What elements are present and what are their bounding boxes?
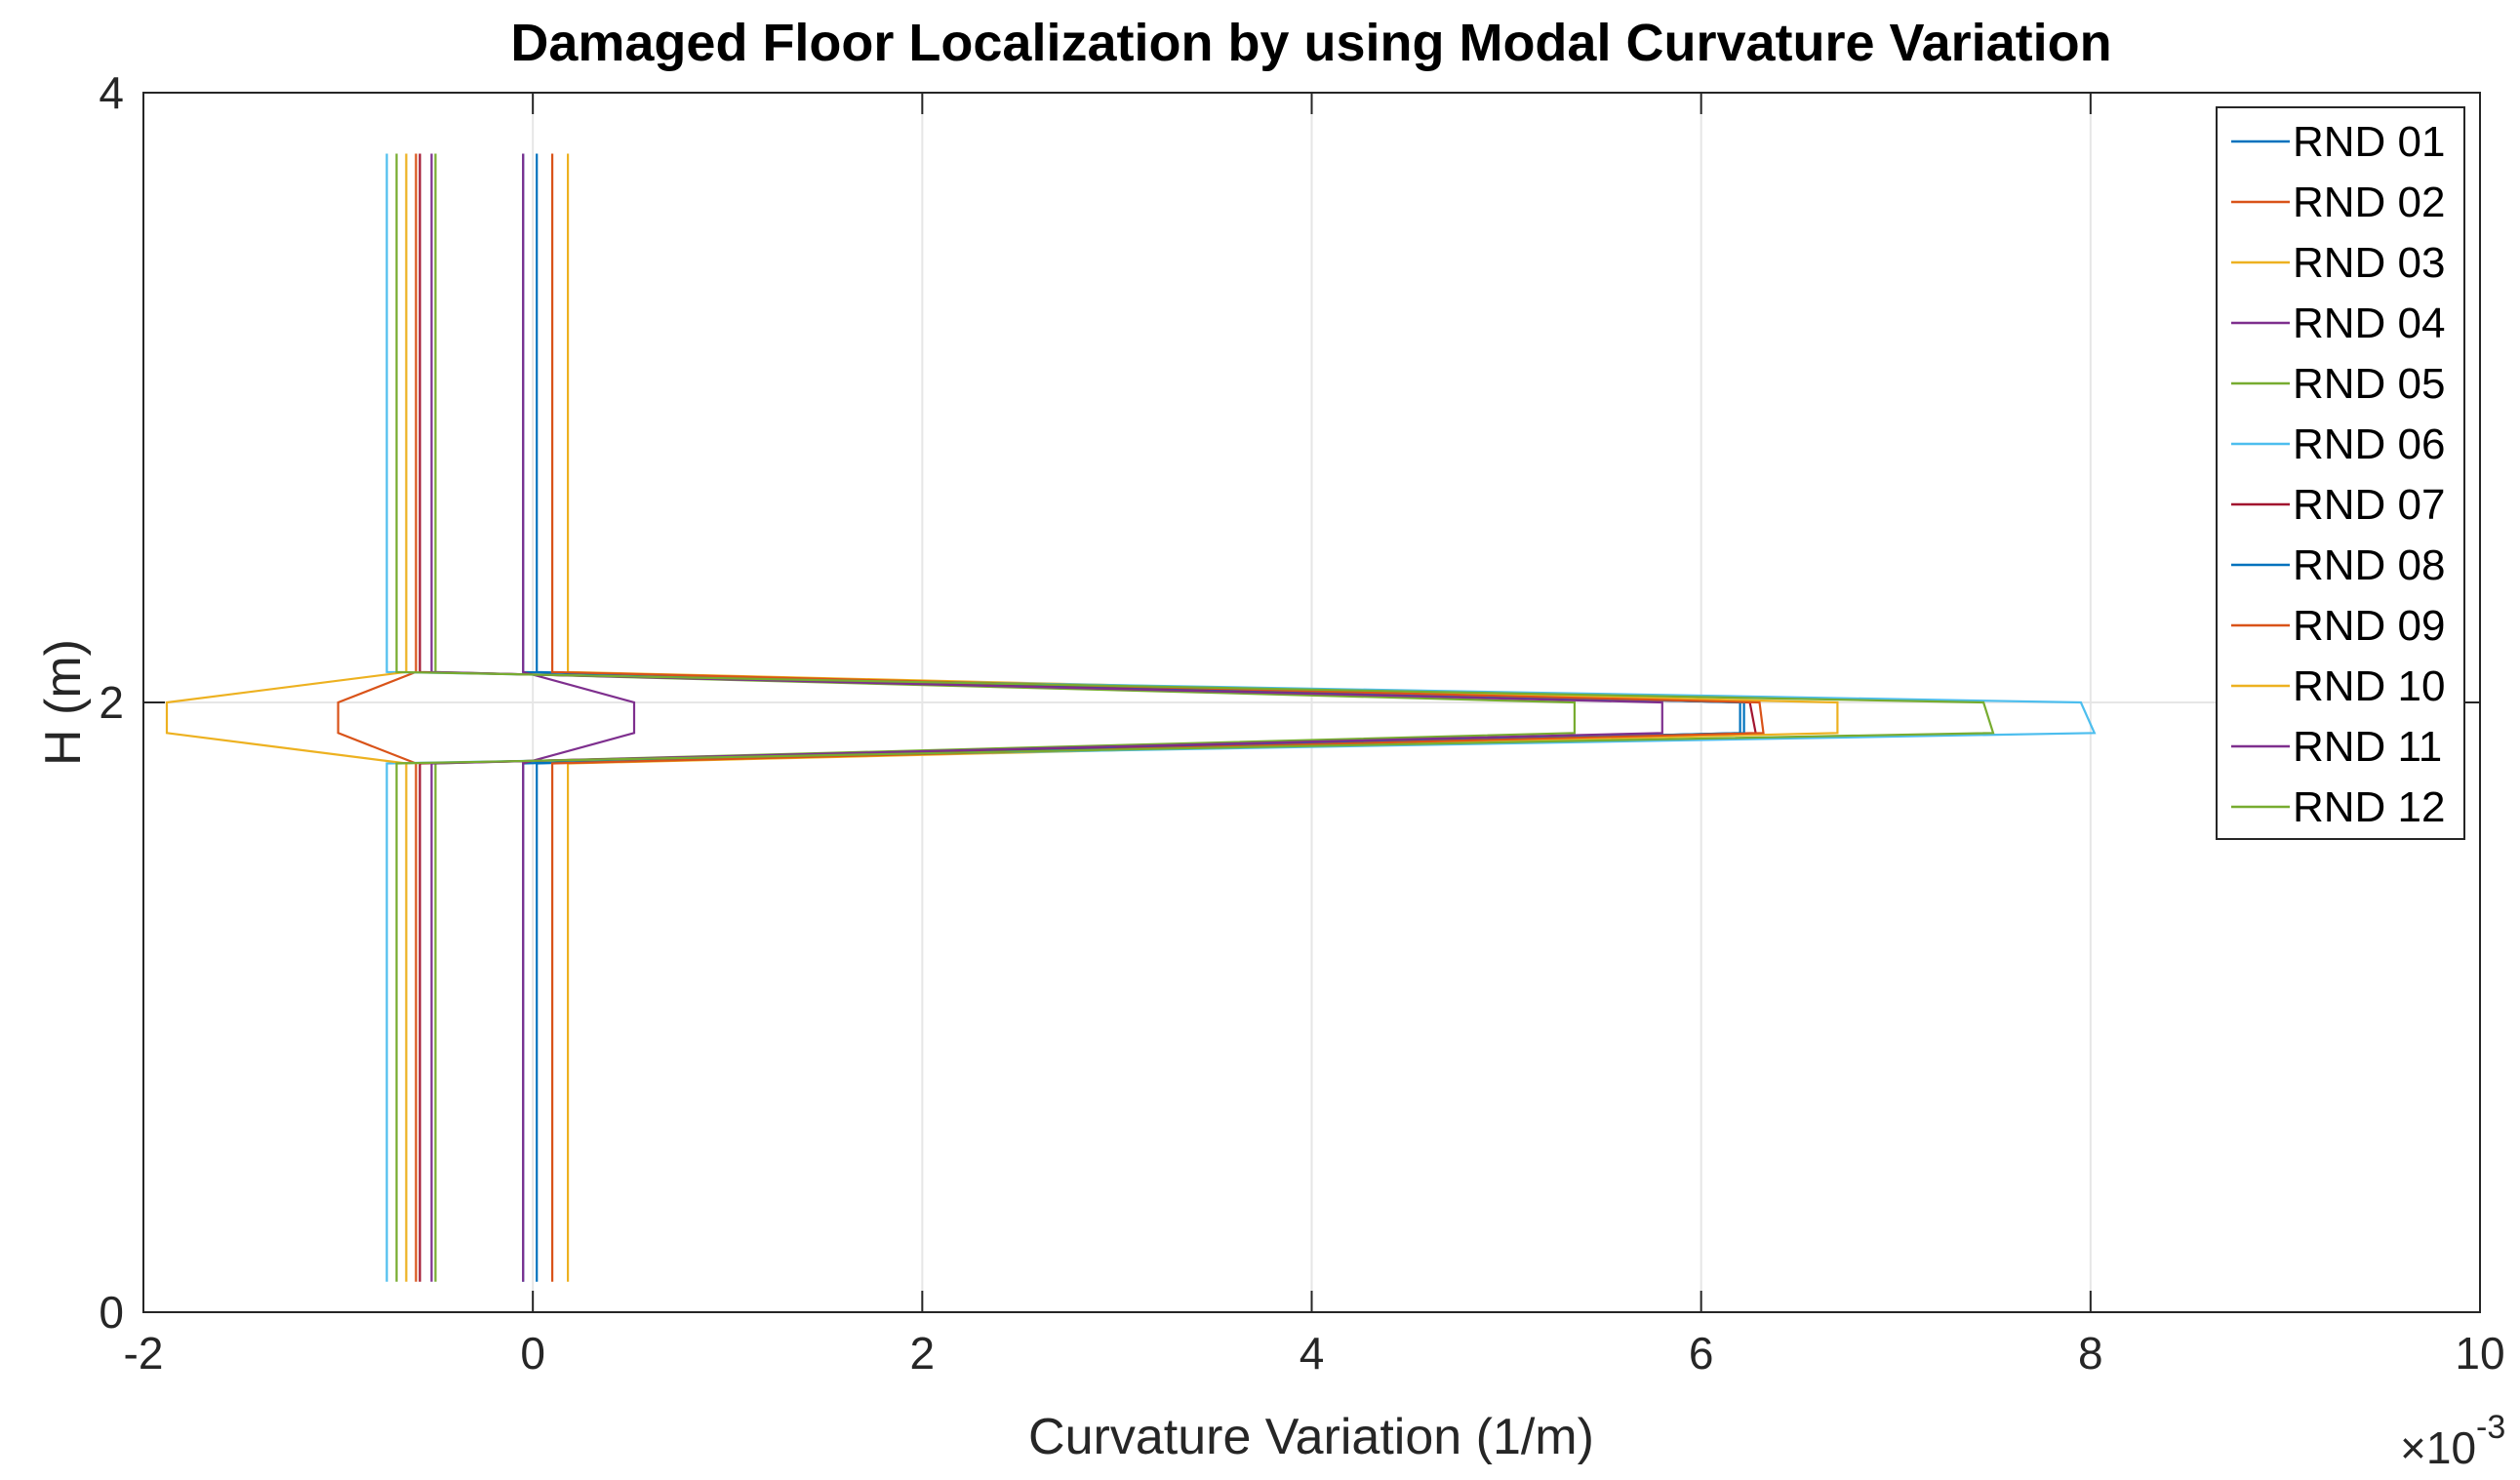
series-line-4	[522, 153, 636, 1282]
legend-label: RND 01	[2293, 118, 2446, 166]
x-exponent-label: ×10-3	[2400, 1409, 2505, 1473]
legend-label: RND 06	[2293, 420, 2446, 468]
legend-label: RND 02	[2293, 179, 2446, 226]
series-line-3	[566, 153, 1839, 1282]
legend-label: RND 03	[2293, 239, 2446, 287]
series-line-6	[385, 153, 2097, 1282]
x-axis-label: Curvature Variation (1/m)	[1028, 1409, 1594, 1465]
legend-label: RND 09	[2293, 602, 2446, 650]
legend: RND 01 RND 02 RND 03 RND 04 RND 05 RND 06 RND …	[2216, 106, 2465, 840]
legend-label: RND 12	[2293, 783, 2446, 831]
legend-label: RND 04	[2293, 300, 2446, 347]
y-tick-label: 2	[99, 677, 124, 728]
x-tick-label: 6	[1689, 1328, 1714, 1379]
x-tick-label: 10	[2455, 1328, 2504, 1379]
legend-label: RND 10	[2293, 662, 2446, 710]
series-line-12	[395, 153, 1995, 1282]
x-tick-label: -2	[124, 1328, 164, 1379]
series-line-11	[430, 153, 1663, 1282]
y-axis-label: H (m)	[35, 639, 92, 766]
series-line-9	[550, 153, 1765, 1282]
series-line-10	[165, 153, 408, 1282]
legend-label: RND 11	[2293, 723, 2442, 771]
series-line-8	[536, 153, 1745, 1282]
legend-label: RND 08	[2293, 541, 2446, 589]
legend-label: RND 07	[2293, 481, 2446, 529]
legend-label: RND 05	[2293, 360, 2446, 408]
x-exponent-base: ×10	[2400, 1422, 2476, 1473]
x-exponent-power: -3	[2476, 1409, 2505, 1446]
x-tick-label: 0	[520, 1328, 545, 1379]
chart-title: Damaged Floor Localization by using Moda…	[510, 14, 2111, 72]
y-tick-label: 0	[99, 1287, 124, 1338]
series-line-5	[434, 153, 1577, 1282]
x-tick-label: 2	[910, 1328, 936, 1379]
x-tick-label: 8	[2078, 1328, 2103, 1379]
series-line-7	[419, 153, 1757, 1282]
y-tick-label: 4	[99, 67, 124, 118]
data-series	[165, 153, 2097, 1282]
legend-box	[2216, 106, 2465, 840]
series-line-2	[337, 153, 418, 1282]
grid-lines	[143, 93, 2480, 1312]
x-tick-label: 4	[1300, 1328, 1325, 1379]
